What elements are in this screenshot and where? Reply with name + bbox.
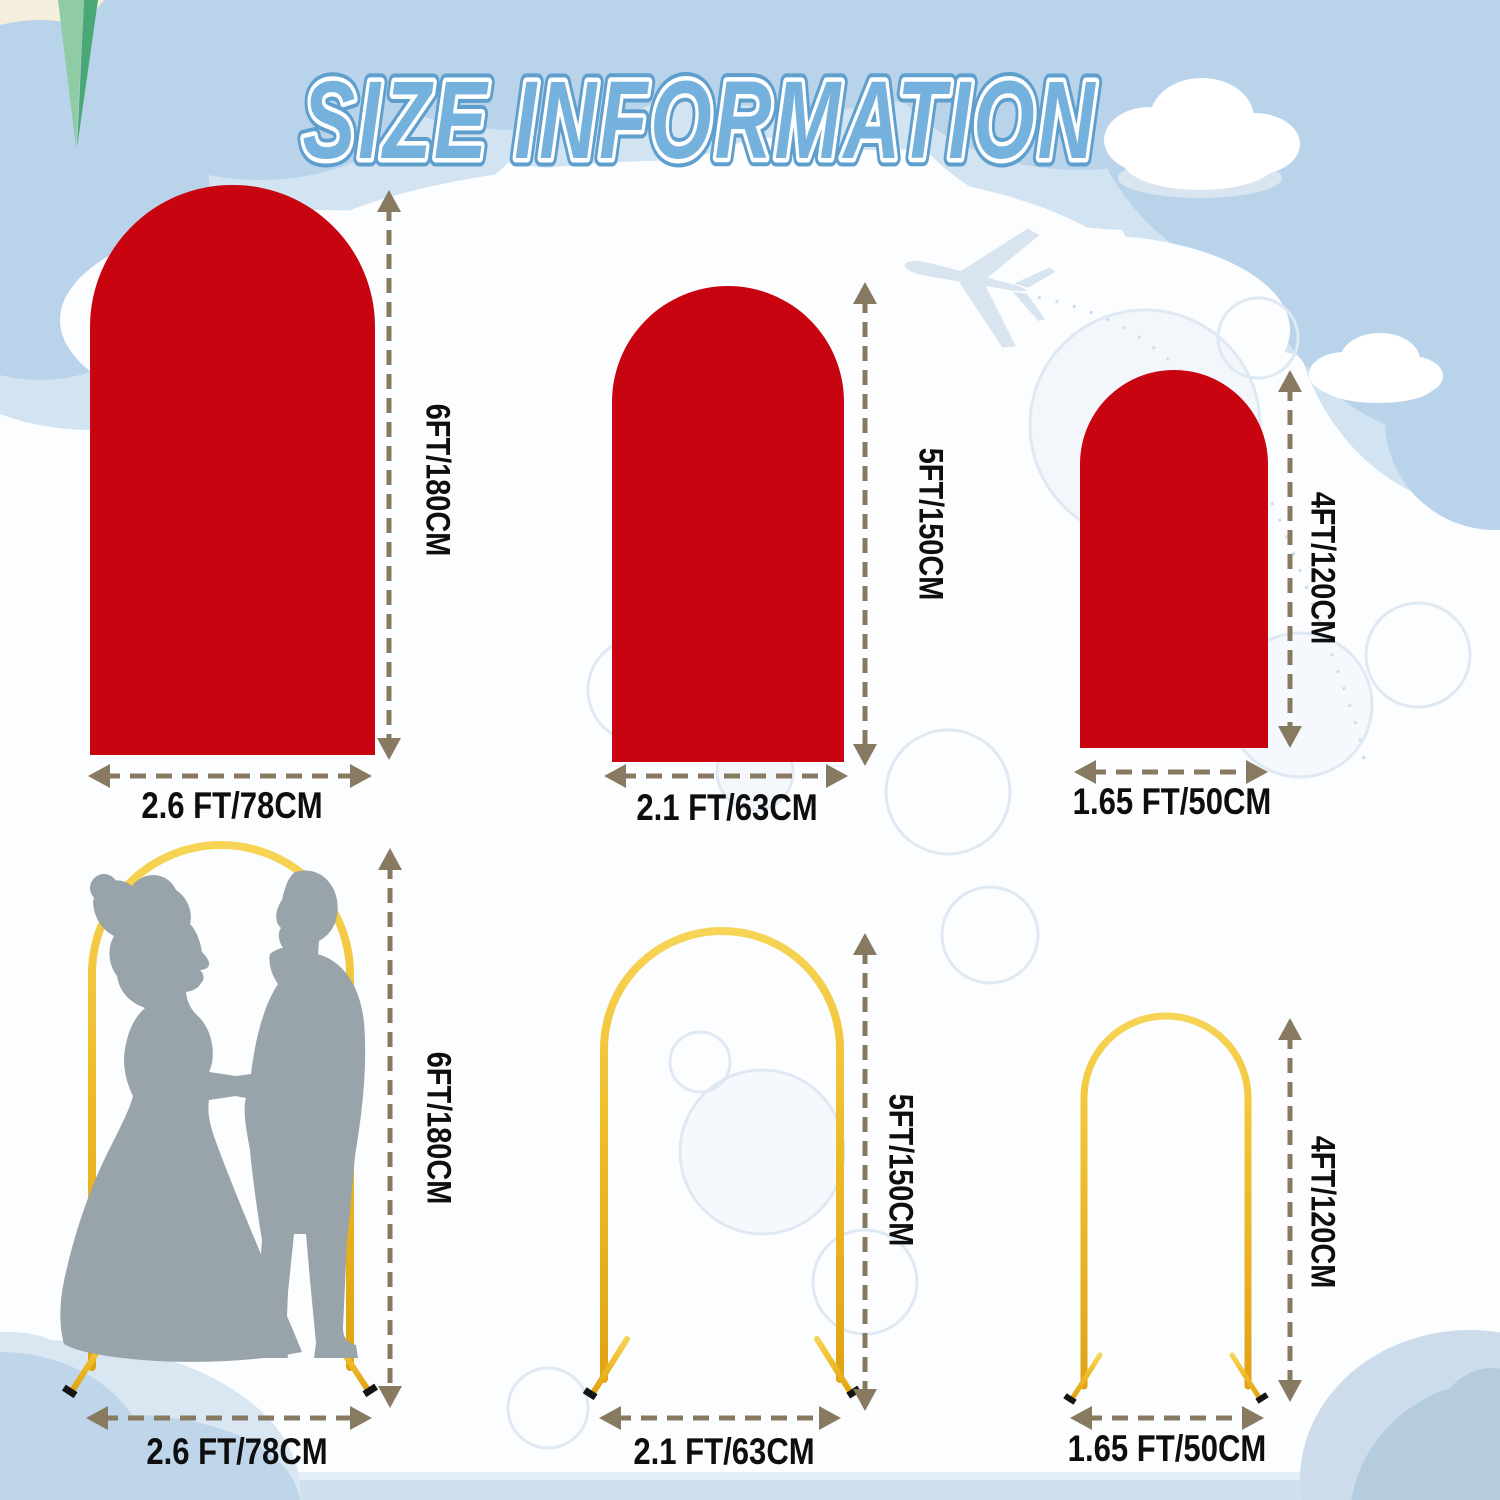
cover-height-label: 6FT/180CM (418, 403, 457, 557)
white-cloud-small (1309, 333, 1443, 403)
cover-width-label: 2.1 FT/63CM (636, 787, 818, 828)
width-arrow-frame-4ft (1070, 1403, 1264, 1433)
white-cloud (1104, 78, 1300, 198)
width-arrow-cover-5ft (604, 761, 848, 791)
frame-width-label: 1.65 FT/50CM (1067, 1428, 1267, 1469)
arch-frame-5ft (582, 927, 862, 1401)
width-arrow-frame-5ft (599, 1403, 841, 1433)
contrail-path (1019, 293, 1366, 763)
frame-width-label: 2.1 FT/63CM (633, 1431, 815, 1472)
height-arrow-frame-4ft (1275, 1018, 1305, 1402)
airplane-icon (904, 228, 1056, 348)
arch-cover-4ft (1080, 370, 1268, 748)
arch-frame-4ft (1063, 1012, 1269, 1405)
cover-height-label: 5FT/150CM (911, 447, 950, 601)
frame-height-label: 4FT/120CM (1303, 1135, 1342, 1289)
bottom-band (0, 1480, 1500, 1500)
page-title: SIZE INFORMATION SIZE INFORMATION (294, 51, 1102, 191)
height-arrow-cover-4ft (1275, 370, 1305, 748)
width-arrow-cover-4ft (1074, 757, 1268, 787)
frame-height-label: 6FT/180CM (419, 1051, 458, 1205)
width-arrow-frame-6ft (86, 1403, 372, 1433)
cover-height-label: 4FT/120CM (1303, 491, 1342, 645)
wedding-couple-silhouette (60, 870, 366, 1362)
frame-width-label: 2.6 FT/78CM (146, 1431, 328, 1472)
svg-text:SIZE INFORMATION: SIZE INFORMATION (303, 59, 1098, 182)
height-arrow-frame-6ft (375, 848, 405, 1408)
arch-cover-6ft (90, 185, 375, 755)
height-arrow-cover-5ft (850, 282, 880, 766)
kite-icon (58, 0, 98, 148)
cover-width-label: 2.6 FT/78CM (141, 785, 323, 826)
cloud-bottom-right (1300, 1330, 1500, 1500)
height-arrow-cover-6ft (374, 190, 404, 760)
frame-height-label: 5FT/150CM (881, 1093, 920, 1247)
height-arrow-frame-5ft (850, 933, 880, 1411)
svg-text:SIZE INFORMATION: SIZE INFORMATION (303, 59, 1098, 182)
width-arrow-cover-6ft (88, 761, 372, 791)
bottom-band-light (0, 1472, 1500, 1480)
cover-width-label: 1.65 FT/50CM (1072, 781, 1272, 822)
arch-cover-5ft (612, 286, 844, 762)
cloud-top (0, 0, 1500, 530)
